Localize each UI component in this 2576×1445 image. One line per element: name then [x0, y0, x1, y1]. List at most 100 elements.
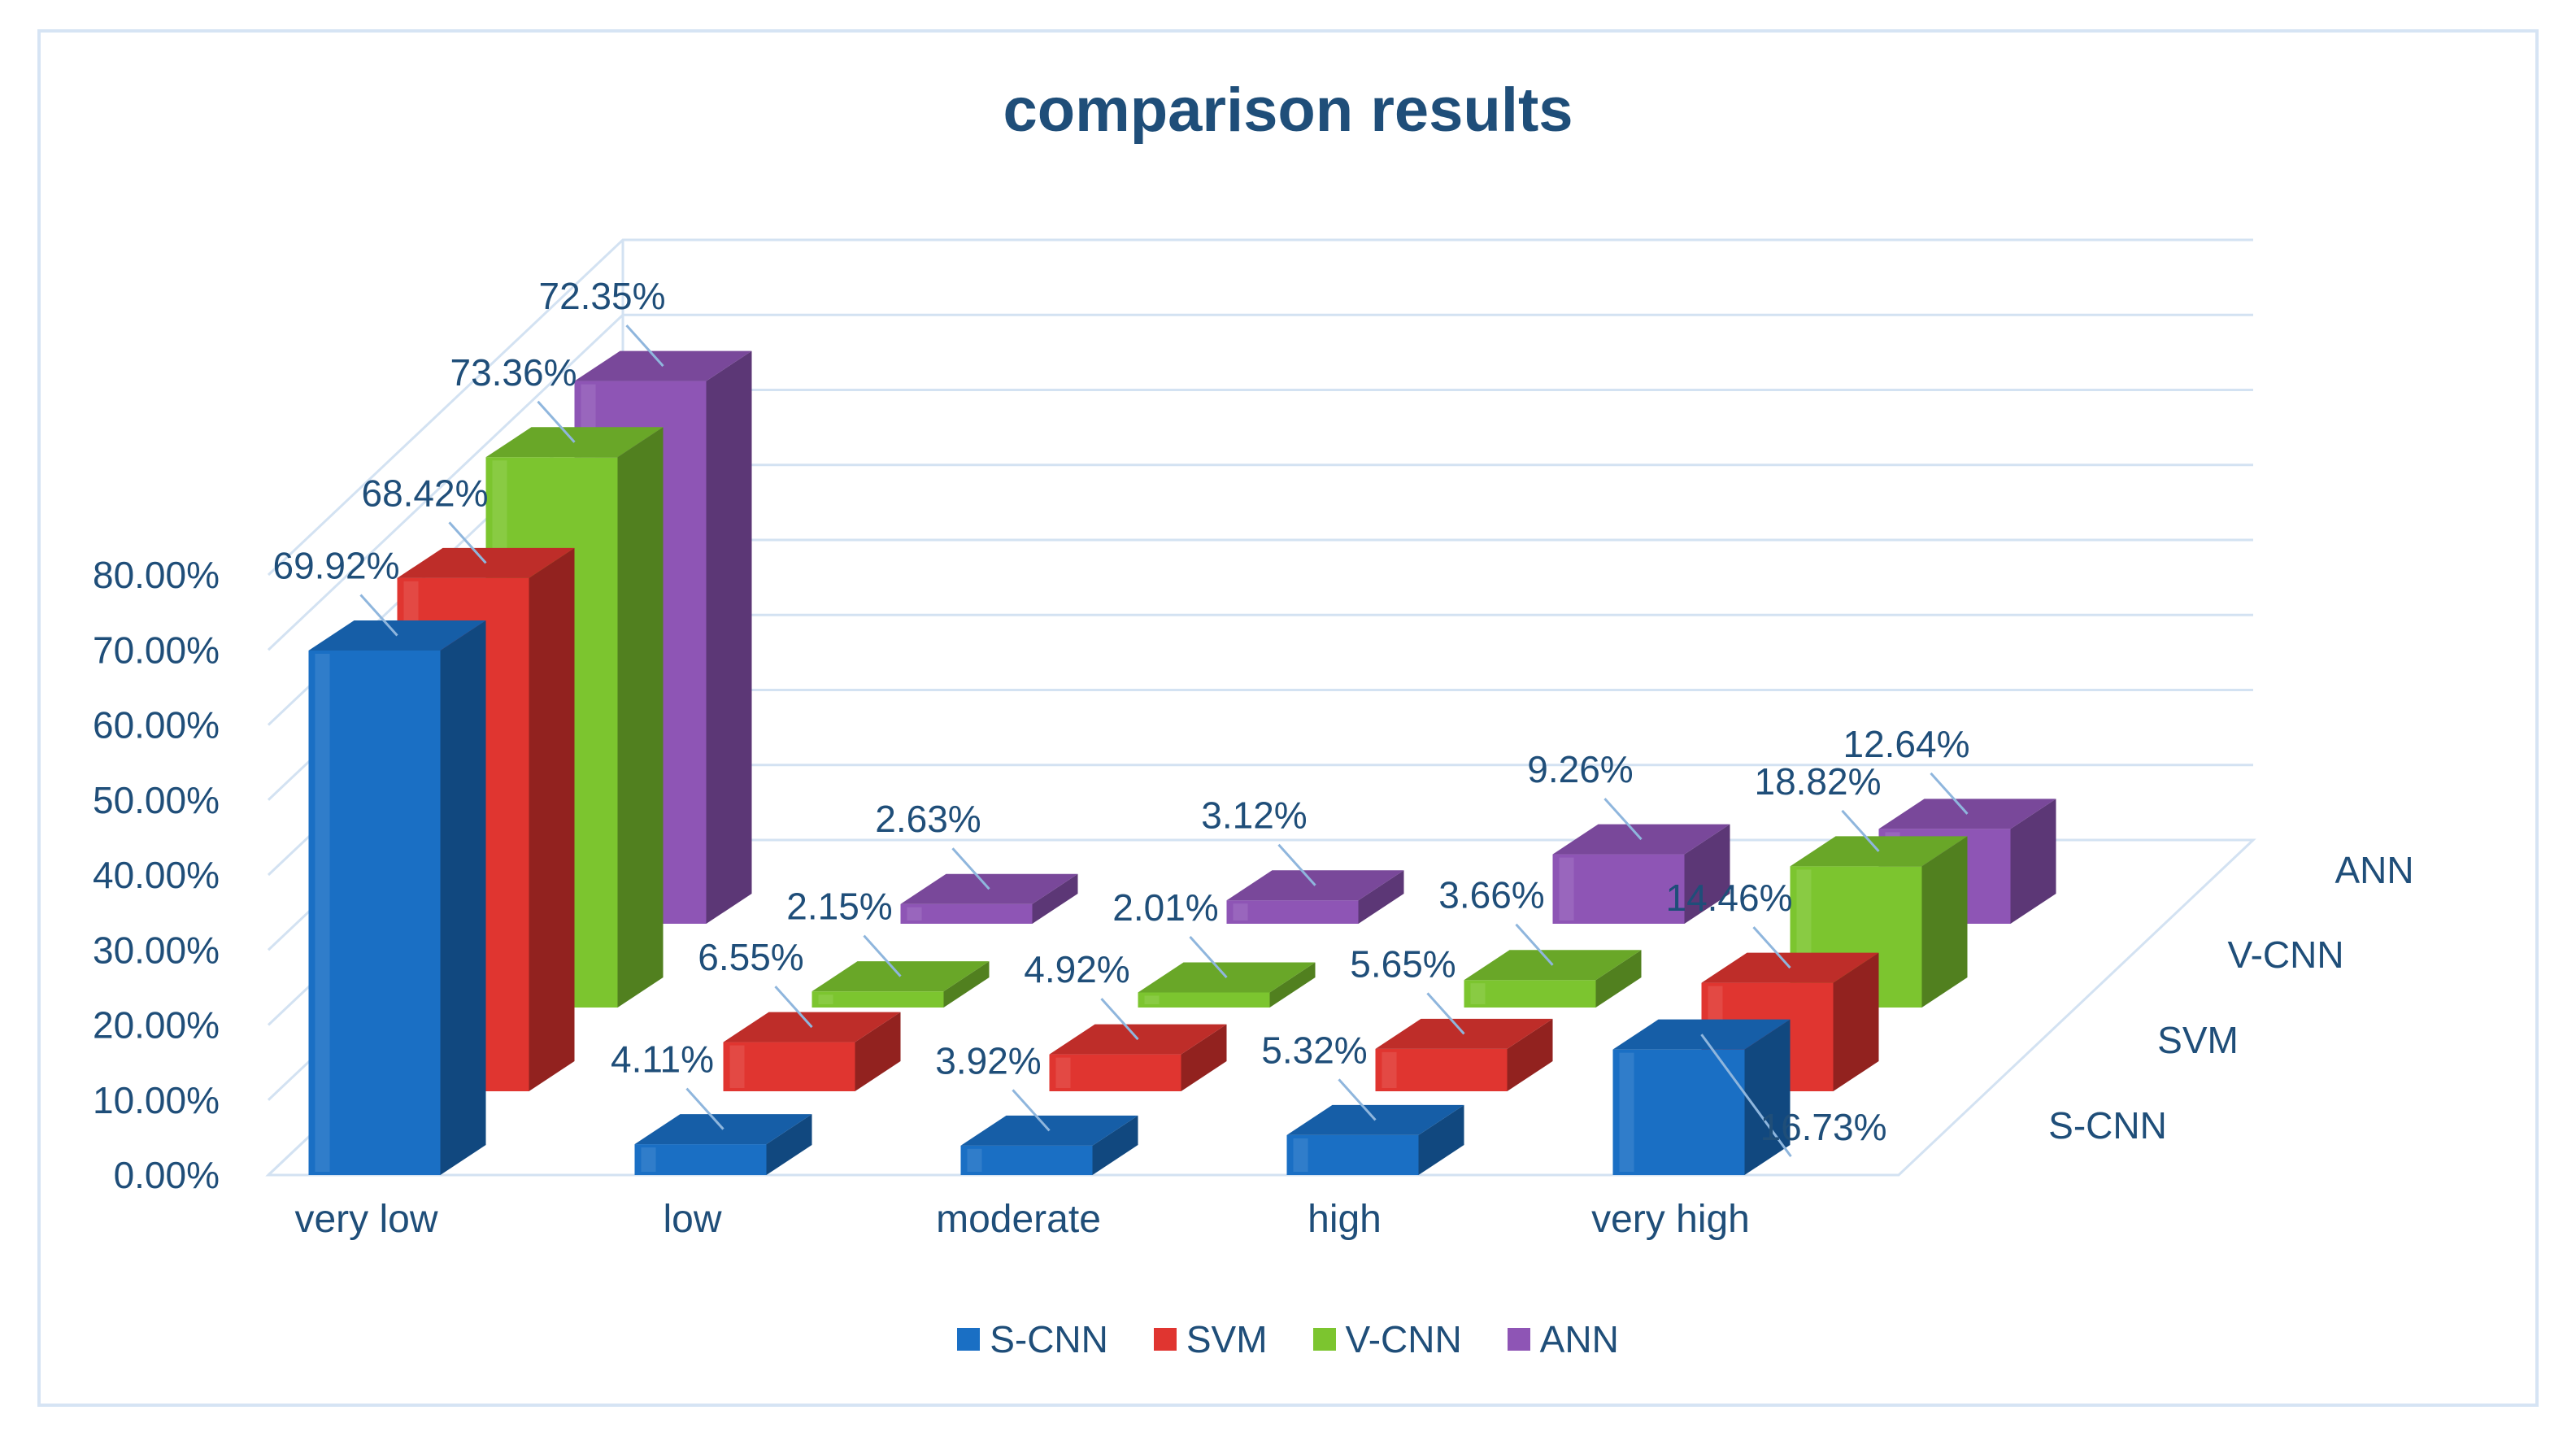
bar-side [440, 620, 486, 1175]
leader-line [1189, 935, 1228, 978]
data-label-s-cnn-very-high: 16.73% [1760, 1106, 1886, 1148]
bar-front [1226, 900, 1359, 924]
bar-highlight [1382, 1051, 1397, 1088]
bar-front [723, 1042, 855, 1091]
data-label-v-cnn-moderate: 2.01% [1112, 886, 1218, 929]
bar-front [1552, 854, 1685, 924]
data-label-s-cnn-moderate: 3.92% [935, 1039, 1041, 1082]
x-tick-label-very-low: very low [294, 1198, 437, 1241]
legend-swatch-v-cnn [1312, 1328, 1336, 1351]
bar-v-cnn-moderate [1138, 962, 1316, 1008]
bar-highlight [1559, 857, 1574, 921]
bar-side [1181, 1024, 1227, 1091]
data-label-svm-very-high: 14.46% [1665, 877, 1792, 919]
data-label-ann-low: 2.63% [875, 798, 981, 840]
leader-line [1603, 798, 1643, 841]
bar-front [900, 903, 1033, 924]
bar-side [855, 1012, 901, 1091]
x-tick-label-high: high [1308, 1198, 1382, 1241]
bar-svm-high [1375, 1018, 1553, 1091]
bar-s-cnn-very-high [1612, 1019, 1791, 1175]
data-label-svm-high: 5.65% [1350, 942, 1456, 985]
legend-swatch-ann [1507, 1328, 1530, 1351]
data-label-ann-very-low: 72.35% [538, 275, 665, 317]
bar-side [617, 427, 664, 1008]
leader-line [1752, 926, 1791, 969]
bar-highlight [641, 1147, 656, 1172]
leader-line [685, 1087, 724, 1130]
bar-side [1032, 873, 1078, 924]
leader-line [1841, 809, 1880, 852]
bar-highlight [907, 907, 922, 921]
bar-front [1464, 980, 1596, 1008]
leader-line [537, 400, 576, 443]
bar-front [812, 991, 944, 1008]
legend-item-ann: ANN [1507, 1317, 1619, 1361]
bar-highlight [1055, 1057, 1071, 1088]
y-tick-label: 60.00% [93, 704, 220, 746]
leader-line [1426, 992, 1465, 1035]
data-label-v-cnn-high: 3.66% [1438, 874, 1544, 916]
data-label-ann-high: 9.26% [1527, 748, 1633, 790]
legend-item-svm: SVM [1153, 1317, 1268, 1361]
depth-label-s-cnn: S-CNN [2048, 1104, 2167, 1147]
leader-line [1277, 843, 1316, 886]
leader-line [448, 521, 487, 564]
bar-side [1269, 962, 1316, 1008]
data-label-ann-moderate: 3.12% [1201, 794, 1307, 837]
data-label-svm-very-low: 68.42% [361, 472, 488, 514]
y-tick-label: 20.00% [93, 1004, 220, 1047]
data-label-ann-very-high: 12.64% [1843, 723, 1969, 765]
data-label-svm-moderate: 4.92% [1024, 948, 1129, 990]
bar-v-cnn-high [1464, 950, 1642, 1008]
depth-label-ann: ANN [2334, 849, 2413, 891]
bar-ann-low [900, 873, 1078, 924]
bar-v-cnn-low [812, 961, 990, 1008]
bar-highlight [1470, 983, 1486, 1004]
bar-side [1921, 836, 1968, 1008]
bar-front [1138, 992, 1270, 1008]
leader-line [951, 847, 990, 890]
data-label-v-cnn-very-high: 18.82% [1754, 760, 1881, 803]
bar-ann-moderate [1226, 870, 1404, 924]
bar-side [1833, 952, 1879, 1091]
bar-side [1744, 1019, 1791, 1175]
bar-side [1358, 870, 1404, 924]
leader-line [863, 934, 902, 977]
bar-highlight [729, 1045, 745, 1088]
data-label-s-cnn-low: 4.11% [611, 1038, 714, 1081]
bar-front [634, 1144, 767, 1175]
legend-item-s-cnn: S-CNN [957, 1317, 1108, 1361]
bar-side [1684, 824, 1730, 924]
y-tick-label: 70.00% [93, 629, 220, 671]
leader-line [774, 986, 813, 1029]
bar-highlight [1144, 995, 1160, 1004]
bar-side [943, 961, 990, 1008]
legend-label-v-cnn: V-CNN [1345, 1318, 1462, 1360]
bar-svm-low [723, 1012, 901, 1091]
bar-front [1612, 1049, 1745, 1175]
leader-line [359, 594, 398, 637]
bar-highlight [818, 995, 833, 1004]
y-tick-label: 10.00% [93, 1079, 220, 1121]
bar-side [1092, 1115, 1138, 1175]
bar-s-cnn-moderate [960, 1115, 1138, 1175]
x-tick-label-moderate: moderate [936, 1198, 1101, 1241]
bar-side [2010, 799, 2056, 924]
data-label-v-cnn-very-low: 73.36% [450, 351, 577, 394]
bar-s-cnn-very-low [308, 620, 486, 1175]
leader-line [1930, 772, 1969, 815]
bar-side [1418, 1104, 1464, 1175]
data-label-s-cnn-high: 5.32% [1261, 1029, 1367, 1071]
bar-ann-high [1552, 824, 1730, 924]
legend-item-v-cnn: V-CNN [1312, 1317, 1462, 1361]
y-tick-label: 30.00% [93, 929, 220, 971]
legend: S-CNN SVM V-CNN ANN [0, 1317, 2576, 1361]
depth-label-v-cnn: V-CNN [2227, 934, 2343, 976]
y-tick-label: 40.00% [93, 854, 220, 896]
bar-side [529, 547, 575, 1091]
legend-swatch-svm [1153, 1328, 1177, 1351]
bar-highlight [1619, 1052, 1634, 1172]
legend-swatch-s-cnn [957, 1328, 981, 1351]
